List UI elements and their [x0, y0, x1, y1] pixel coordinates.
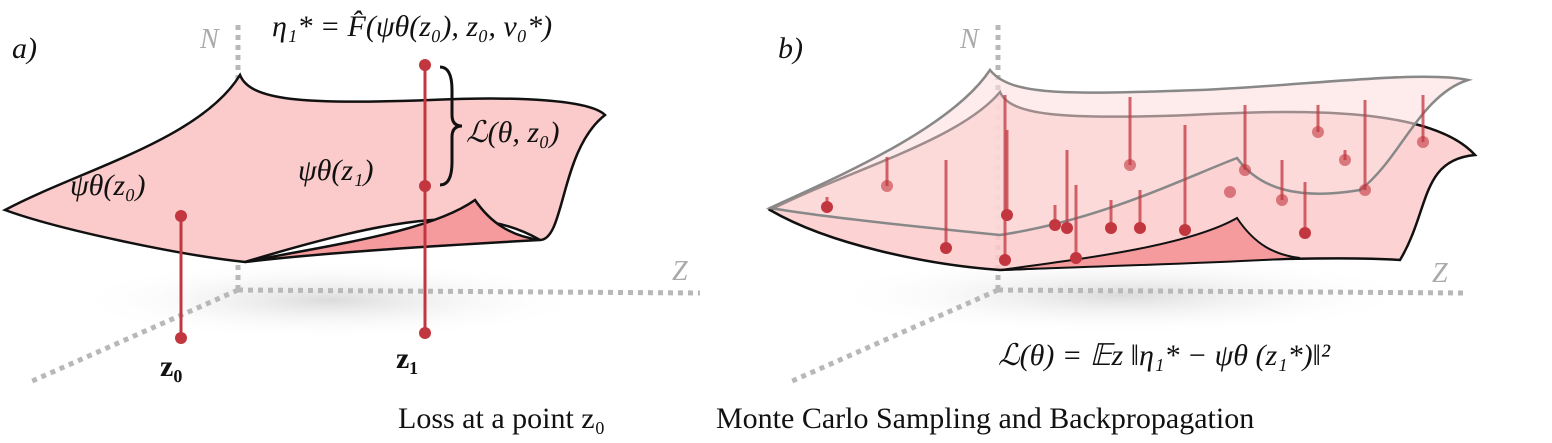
point	[419, 59, 431, 71]
caption: Loss at a point z₀	[398, 402, 605, 435]
point	[175, 210, 187, 222]
panel-b: b) N Z ℒ(θ) = 𝔼z ‖η₁* − ψθ (z₁*)‖² Monte…	[716, 24, 1478, 435]
loss-label: ℒ(θ) = 𝔼z ‖η₁* − ψθ (z₁*)‖²	[998, 339, 1331, 372]
point	[419, 327, 431, 339]
caption: Monte Carlo Sampling and Backpropagation	[716, 402, 1254, 435]
point	[1001, 209, 1013, 221]
point	[1134, 222, 1146, 234]
axis-label: N	[959, 24, 980, 55]
point	[1224, 186, 1236, 198]
point	[1179, 224, 1191, 236]
z-label: z₁	[396, 342, 418, 375]
point	[1359, 184, 1371, 196]
surface-fold	[999, 216, 1301, 271]
point	[1276, 194, 1288, 206]
target-label: η₁* = F̂(ψθ(z₀), z₀, v₀*)	[272, 10, 552, 43]
point	[1061, 222, 1073, 234]
loss-label: ℒ(θ, z₀)	[466, 116, 559, 149]
point	[821, 201, 833, 213]
point	[1239, 164, 1251, 176]
point	[1312, 126, 1324, 138]
brace	[439, 65, 463, 187]
point	[999, 254, 1011, 266]
panel-label: b)	[778, 32, 803, 65]
point	[1070, 252, 1082, 264]
point	[1105, 222, 1117, 234]
point	[1299, 227, 1311, 239]
axis-label: Z	[1432, 258, 1448, 289]
point	[175, 332, 187, 344]
point	[1339, 154, 1351, 166]
shadow	[70, 260, 590, 340]
point	[419, 180, 431, 192]
axis-label: Z	[672, 256, 688, 287]
shadow	[820, 255, 1420, 335]
point	[1417, 136, 1429, 148]
panel-a: a) N Z η₁* = F̂(ψθ(z₀), z₀, v₀*) ℒ(θ, z₀…	[1, 10, 701, 435]
point	[940, 242, 952, 254]
z-label: z₀	[160, 350, 182, 383]
psi-label: ψθ(z₁)	[298, 154, 373, 187]
point	[1124, 159, 1136, 171]
point	[881, 180, 893, 192]
surface-fold	[244, 198, 541, 264]
axis-label: N	[199, 24, 220, 55]
point	[1049, 219, 1061, 231]
psi-label: ψθ(z₀)	[70, 169, 145, 202]
panel-label: a)	[12, 32, 37, 65]
